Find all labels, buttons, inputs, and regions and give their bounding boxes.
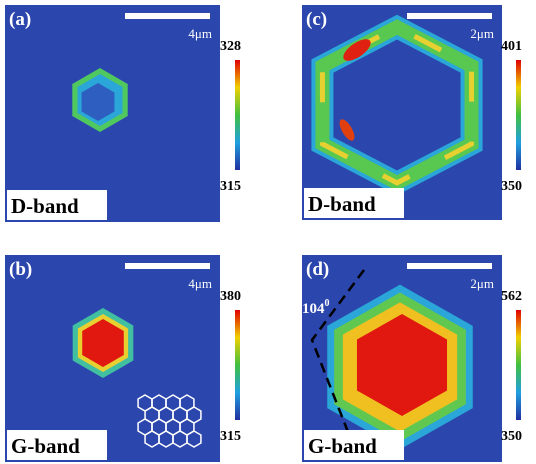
scale-bar xyxy=(125,13,210,19)
band-label: G-band xyxy=(11,434,80,458)
panel: 2μm (c) D-band xyxy=(302,5,502,220)
colorbar-min: 350 xyxy=(501,429,522,444)
panel: 4μm (b) G-band xyxy=(5,255,220,462)
scale-label: 2μm xyxy=(470,276,494,291)
panel-label: (a) xyxy=(9,9,31,30)
scale-bar xyxy=(125,263,210,269)
angle-value: 104 xyxy=(302,301,325,317)
scale-bar xyxy=(407,263,492,269)
band-label: D-band xyxy=(11,194,79,218)
panel: 4μm (a) D-band xyxy=(5,5,220,222)
colorbar-max: 328 xyxy=(220,39,241,54)
figure: 4μm (a) D-band 328 315 2μm (c) D-band 401 350 4μm (… xyxy=(0,0,536,464)
band-label: D-band xyxy=(308,192,376,216)
panel-label: (c) xyxy=(306,9,327,30)
scale-bar xyxy=(407,13,492,19)
colorbar-min: 315 xyxy=(220,429,241,444)
colorbar-max: 380 xyxy=(220,289,241,304)
angle-degree: 0 xyxy=(325,298,330,309)
scale-label: 4μm xyxy=(188,276,212,291)
colorbar-min: 315 xyxy=(220,179,241,194)
colorbar-max: 562 xyxy=(501,289,522,304)
panel: 1040 2μm (d) G-band xyxy=(302,255,502,462)
colorbar xyxy=(235,60,240,170)
colorbar xyxy=(516,60,521,170)
colorbar xyxy=(516,310,521,420)
panel-label: (b) xyxy=(9,259,32,280)
panel-label: (d) xyxy=(306,259,329,280)
band-label: G-band xyxy=(308,434,377,458)
colorbar-min: 350 xyxy=(501,179,522,194)
colorbar-max: 401 xyxy=(501,39,522,54)
scale-label: 4μm xyxy=(188,26,212,41)
scale-label: 2μm xyxy=(470,26,494,41)
colorbar xyxy=(235,310,240,420)
